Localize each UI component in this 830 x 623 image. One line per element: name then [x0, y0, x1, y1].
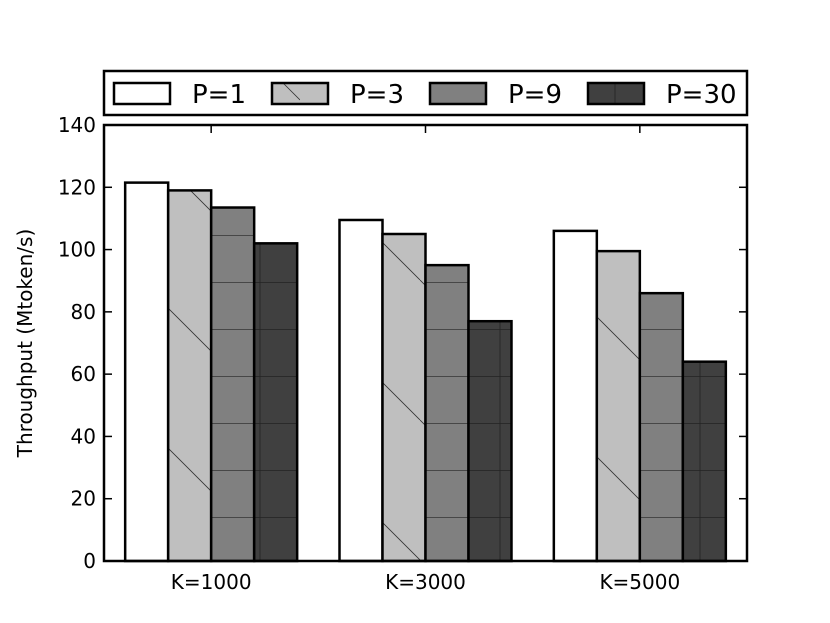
bar-p9-k1000	[209, 206, 256, 563]
legend-swatch	[586, 81, 646, 106]
y-tick-label: 100	[58, 238, 96, 262]
y-tick-label: 20	[71, 487, 96, 511]
x-tick-label: K=5000	[599, 570, 680, 594]
legend-items: P=1 P=3 P=9 P=30	[112, 80, 737, 110]
y-tick-label: 40	[71, 424, 96, 448]
y-tick-label: 80	[71, 300, 96, 324]
x-tick-label: K=1000	[171, 570, 252, 594]
legend-swatch	[112, 81, 172, 106]
bar-p3-k1000	[166, 189, 213, 563]
y-tick-label: 0	[83, 549, 96, 573]
bars-layer	[123, 181, 728, 563]
legend-label: P=1	[192, 80, 246, 110]
legend-label: P=3	[350, 80, 404, 110]
bar-p1-k3000	[338, 218, 384, 563]
legend: P=1 P=3 P=9 P=30	[102, 69, 749, 117]
y-tick-label: 60	[71, 362, 96, 386]
legend-swatch	[428, 81, 488, 106]
x-tick-label: K=3000	[385, 570, 466, 594]
legend-label: P=30	[666, 80, 737, 110]
y-axis-label: Throughput (Mtoken/s)	[13, 229, 37, 458]
bar-p1-k1000	[123, 181, 170, 563]
ticks-layer: 0 20 40 60 80 100 120 140 K=1000 K=3000 K=5000	[58, 113, 747, 594]
bar-p30-k5000	[681, 360, 728, 563]
bar-p30-k1000	[252, 242, 299, 563]
y-tick-label: 120	[58, 175, 96, 199]
y-tick-label: 140	[58, 113, 96, 137]
bar-p3-k3000	[381, 232, 427, 563]
bar-p1-k5000	[552, 229, 599, 563]
bar-p30-k3000	[467, 319, 513, 563]
bar-p3-k5000	[595, 249, 642, 563]
bar-p9-k5000	[638, 291, 685, 563]
legend-swatch	[270, 81, 330, 106]
bar-p9-k3000	[424, 263, 470, 563]
legend-label: P=9	[508, 80, 562, 110]
